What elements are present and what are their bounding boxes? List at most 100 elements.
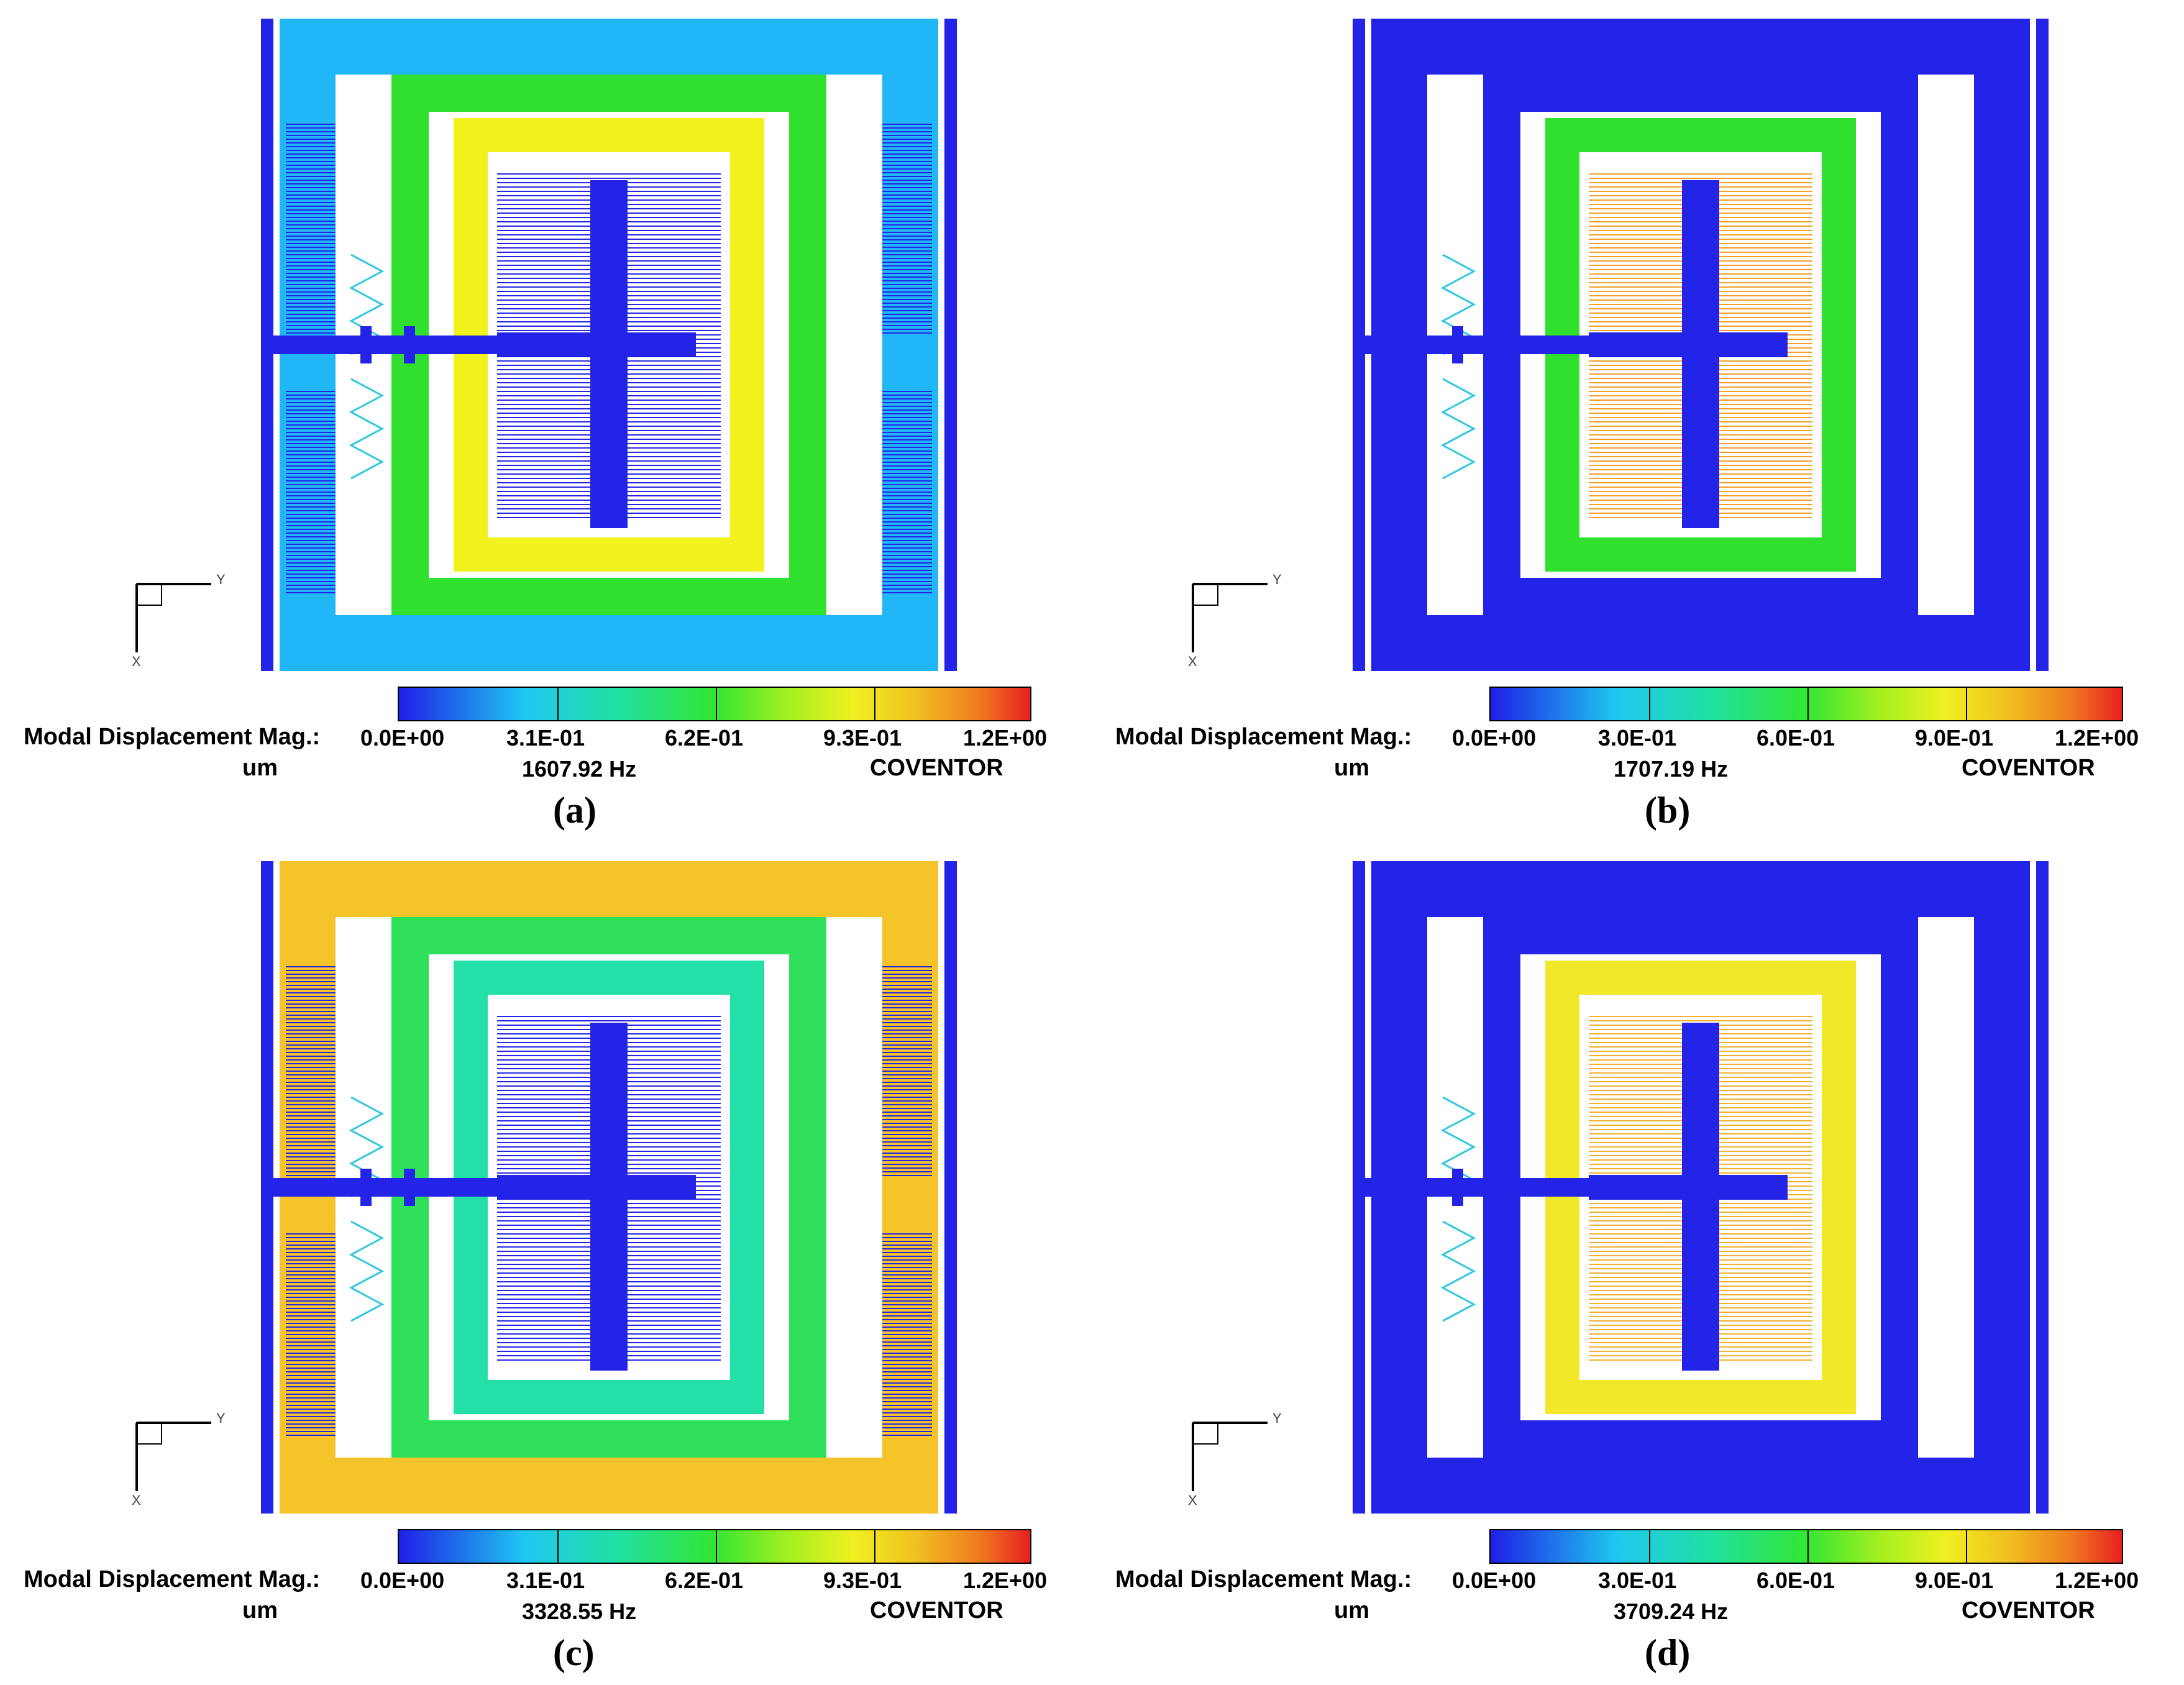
colorbar-divider [1807,1530,1809,1563]
colorbar-tick-label: 6.0E-01 [1757,1568,1835,1593]
shaft-anchor-1 [1452,1169,1463,1206]
coventor-brand: COVENTOR [870,1597,1003,1623]
left-upper-comb [286,966,336,1176]
colorbar-divider [874,1530,875,1563]
panel-a: Y X 0.0E+00 3.1E-01 6.2E-01 9.3E-01 1.2E+00 Mod… [0,0,1092,842]
colorbar-tick-label: 6.2E-01 [665,725,744,751]
colorbar-tick-label: 0.0E+00 [360,1568,445,1593]
shaft-anchor-2 [404,326,415,363]
axis-y-label: Y [1272,572,1282,587]
right-lower-comb [1974,1233,2024,1436]
legend-title: Modal Displacement Mag.: [24,1566,321,1592]
inner-frame [1545,961,1856,1414]
right-anchor [944,861,957,1514]
device-drawing [1192,861,2049,1514]
coventor-brand: COVENTOR [1962,1597,2095,1623]
colorbar-tick-label: 3.0E-01 [1598,725,1677,751]
device-drawing [135,19,957,671]
drive-shaft [1353,1178,1601,1197]
legend-unit: um [1334,755,1369,781]
coventor-brand: COVENTOR [870,755,1003,781]
device-drawing [1192,19,2049,671]
colorbar-tick-label: 1.2E+00 [2055,1568,2139,1593]
right-anchor [2036,861,2049,1514]
right-upper-comb [882,124,932,334]
colorbar-tick-label: 0.0E+00 [1452,1568,1537,1593]
legend-unit: um [1334,1597,1369,1623]
proof-mass-beam [1589,332,1788,357]
drive-shaft [261,336,509,354]
colorbar-divider [1966,688,1967,720]
colorbar-divider [1966,1530,1967,1563]
colorbar-tick-label: 6.2E-01 [665,1568,744,1593]
left-upper-comb [1378,966,1427,1176]
right-lower-comb [882,1233,932,1436]
shaft-anchor-2 [404,1169,415,1206]
colorbar-tick-label: 1.2E+00 [963,1568,1048,1593]
left-lower-comb [286,391,336,593]
right-anchor [2036,19,2049,671]
colorbar [1489,687,2123,721]
colorbar-tick-label: 0.0E+00 [360,725,445,751]
colorbar-tick-label: 9.3E-01 [823,1568,902,1593]
axis-triad [1192,1422,1268,1491]
colorbar-divider [874,688,875,720]
drive-shaft [261,1178,509,1197]
right-lower-comb [882,391,932,593]
mode-frequency: 1607.92 Hz [522,756,637,782]
colorbar-tick-label: 3.1E-01 [506,1568,585,1593]
middle-frame [1483,917,1918,1458]
lower-left-spring [349,378,385,480]
left-lower-comb [1378,391,1427,593]
right-upper-comb [1974,966,2024,1176]
axis-y-label: Y [1272,1410,1282,1426]
proof-mass-beam [497,332,696,357]
panel-d: Y X 0.0E+00 3.0E-01 6.0E-01 9.0E-01 1.2E+00 Mod… [1092,842,2183,1685]
colorbar-divider [1807,688,1809,720]
shaft-anchor-1 [360,1169,372,1206]
left-upper-comb [1378,124,1427,334]
colorbar-tick-label: 9.0E-01 [1915,1568,1994,1593]
lower-left-spring [1440,1220,1476,1322]
colorbar-tick-label: 0.0E+00 [1452,725,1537,751]
mode-frequency: 3709.24 Hz [1614,1599,1729,1624]
colorbar-tick-label: 1.2E+00 [963,725,1048,751]
colorbar-tick-label: 9.3E-01 [823,725,902,751]
shaft-anchor-1 [1452,326,1463,363]
proof-mass-beam [1589,1175,1788,1200]
device-drawing [135,861,957,1514]
axis-triad [135,583,211,652]
colorbar-divider [557,1530,559,1563]
right-upper-comb [1974,124,2024,334]
axis-triad [1192,583,1268,652]
mode-frequency: 3328.55 Hz [522,1599,637,1624]
panel-label: (a) [553,790,596,831]
shaft-anchor-2 [1496,1169,1507,1206]
axis-triad [135,1422,211,1491]
coventor-brand: COVENTOR [1962,755,2095,781]
legend-unit: um [242,755,278,781]
axis-x-label: X [1188,1492,1197,1508]
colorbar-tick-label: 9.0E-01 [1915,725,1994,751]
axis-x-label: X [1188,654,1197,669]
colorbar [398,687,1031,721]
axis-x-label: X [132,654,141,669]
panel-label: (c) [553,1632,595,1673]
legend-title: Modal Displacement Mag.: [1115,1566,1412,1592]
colorbar-tick-label: 1.2E+00 [2055,725,2139,751]
colorbar [1489,1529,2123,1564]
colorbar-divider [557,688,559,720]
right-upper-comb [882,966,932,1176]
left-lower-comb [1378,1233,1427,1436]
lower-left-spring [1440,378,1476,480]
colorbar-divider [716,688,717,720]
axis-y-label: Y [216,572,226,587]
axis-x-label: X [132,1492,141,1508]
colorbar [398,1529,1031,1564]
panel-label: (d) [1645,1632,1691,1673]
right-anchor [944,19,957,671]
colorbar-tick-label: 3.1E-01 [506,725,585,751]
colorbar-divider [716,1530,717,1563]
mode-frequency: 1707.19 Hz [1614,756,1729,782]
left-lower-comb [286,1233,336,1436]
